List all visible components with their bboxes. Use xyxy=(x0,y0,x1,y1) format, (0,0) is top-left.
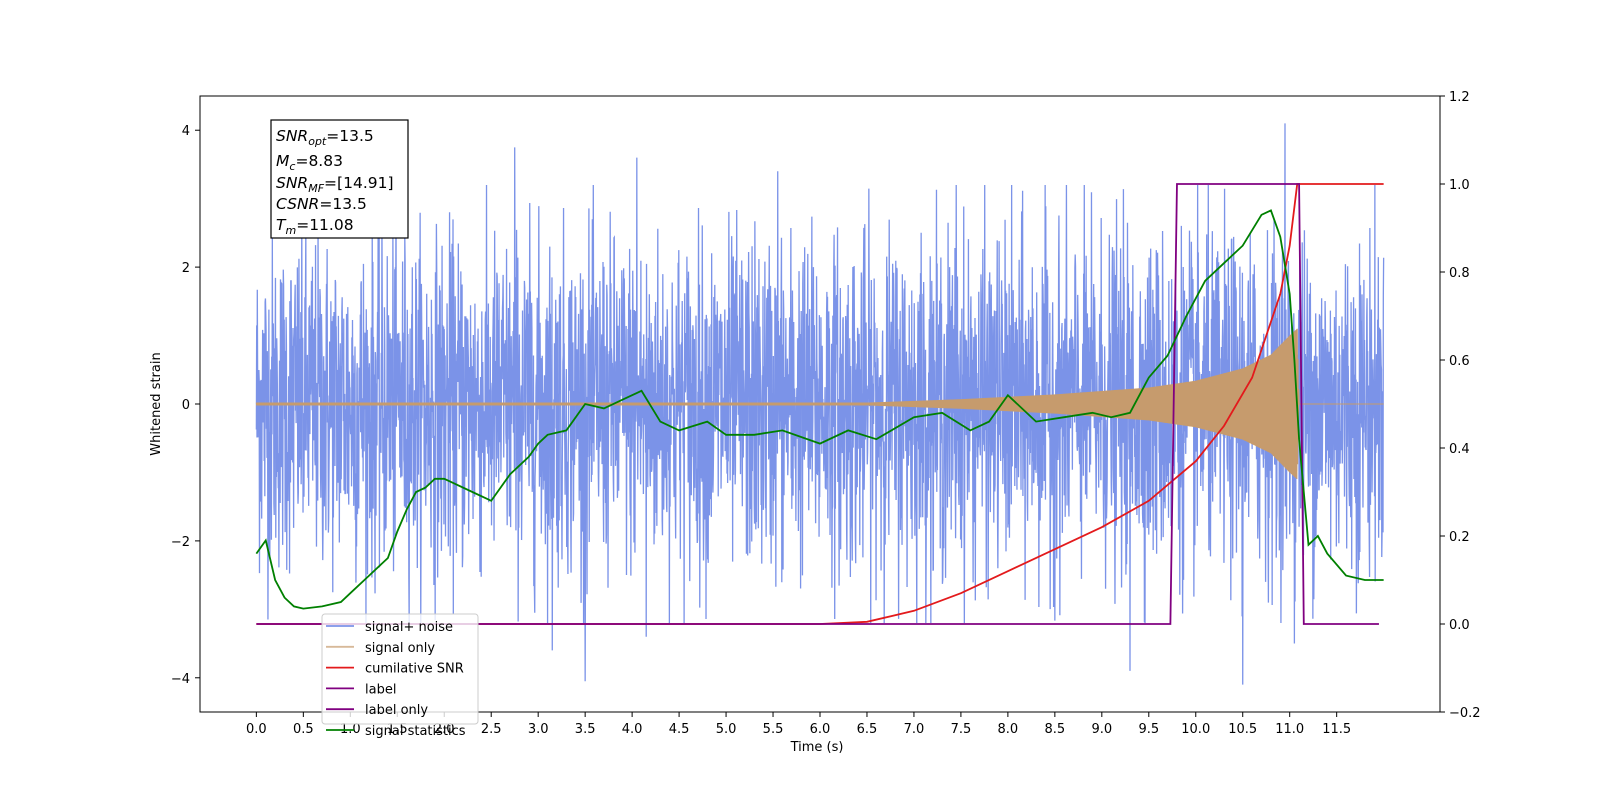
legend-label: cumilative SNR xyxy=(365,662,464,677)
right-tick-label: 0.6 xyxy=(1449,354,1470,369)
legend-label: label xyxy=(365,682,396,697)
left-tick-label: −4 xyxy=(171,672,190,687)
left-tick-label: 4 xyxy=(182,124,190,139)
x-tick-label: 6.5 xyxy=(857,722,878,737)
x-tick-label: 5.5 xyxy=(763,722,784,737)
x-tick-label: 6.0 xyxy=(810,722,831,737)
legend: signal+ noise signal only cumilative SNR la… xyxy=(322,614,478,739)
x-tick-label: 11.5 xyxy=(1322,722,1351,737)
x-tick-label: 9.5 xyxy=(1138,722,1159,737)
x-tick-label: 0.0 xyxy=(246,722,267,737)
legend-label: signal only xyxy=(365,641,435,656)
x-tick-label: 5.0 xyxy=(716,722,737,737)
right-y-axis: −0.2 0.0 0.2 0.4 0.6 0.8 1.0 1.2 xyxy=(1440,90,1481,721)
annotation-box: SNRopt=13.5 Mc=8.83 SNRMF=[14.91] CSNR=1… xyxy=(271,120,408,238)
left-y-axis: −4 −2 0 2 4 xyxy=(171,124,200,687)
svg-text:CSNR=13.5: CSNR=13.5 xyxy=(276,195,367,213)
x-tick-label: 8.0 xyxy=(998,722,1019,737)
x-axis-label: Time (s) xyxy=(790,740,844,755)
x-tick-label: 4.0 xyxy=(622,722,643,737)
x-tick-label: 10.5 xyxy=(1228,722,1257,737)
annotation-tm: 11.08 xyxy=(309,216,353,234)
x-tick-label: 2.5 xyxy=(481,722,502,737)
left-tick-label: 0 xyxy=(182,398,190,413)
svg-text:Mc=8.83: Mc=8.83 xyxy=(276,152,343,173)
x-tick-label: 4.5 xyxy=(669,722,690,737)
right-tick-label: 1.2 xyxy=(1449,90,1470,105)
right-tick-label: 0.2 xyxy=(1449,530,1470,545)
svg-text:SNRMF=[14.91]: SNRMF=[14.91] xyxy=(276,174,394,195)
annotation-snr-opt: 13.5 xyxy=(339,127,374,145)
y-axis-label: Whitened strain xyxy=(149,352,164,455)
plot-area xyxy=(256,123,1383,684)
x-tick-label: 7.5 xyxy=(951,722,972,737)
legend-label: label only xyxy=(365,703,428,718)
x-tick-label: 8.5 xyxy=(1045,722,1066,737)
left-tick-label: 2 xyxy=(182,261,190,276)
right-tick-label: 0.4 xyxy=(1449,442,1470,457)
right-tick-label: 0.8 xyxy=(1449,266,1470,281)
legend-label: signal+ noise xyxy=(365,620,453,635)
x-tick-label: 9.0 xyxy=(1091,722,1112,737)
x-tick-label: 3.0 xyxy=(528,722,549,737)
annotation-mc: 8.83 xyxy=(308,152,343,170)
annotation-snr-mf: [14.91] xyxy=(337,174,393,192)
x-tick-label: 0.5 xyxy=(293,722,314,737)
x-tick-label: 10.0 xyxy=(1181,722,1210,737)
x-tick-label: 3.5 xyxy=(575,722,596,737)
right-tick-label: 1.0 xyxy=(1449,178,1470,193)
right-tick-label: −0.2 xyxy=(1449,706,1481,721)
left-tick-label: −2 xyxy=(171,535,190,550)
legend-label: signal statistics xyxy=(365,724,466,739)
right-tick-label: 0.0 xyxy=(1449,618,1470,633)
x-tick-label: 7.0 xyxy=(904,722,925,737)
x-tick-label: 11.0 xyxy=(1275,722,1304,737)
annotation-csnr: 13.5 xyxy=(332,195,367,213)
